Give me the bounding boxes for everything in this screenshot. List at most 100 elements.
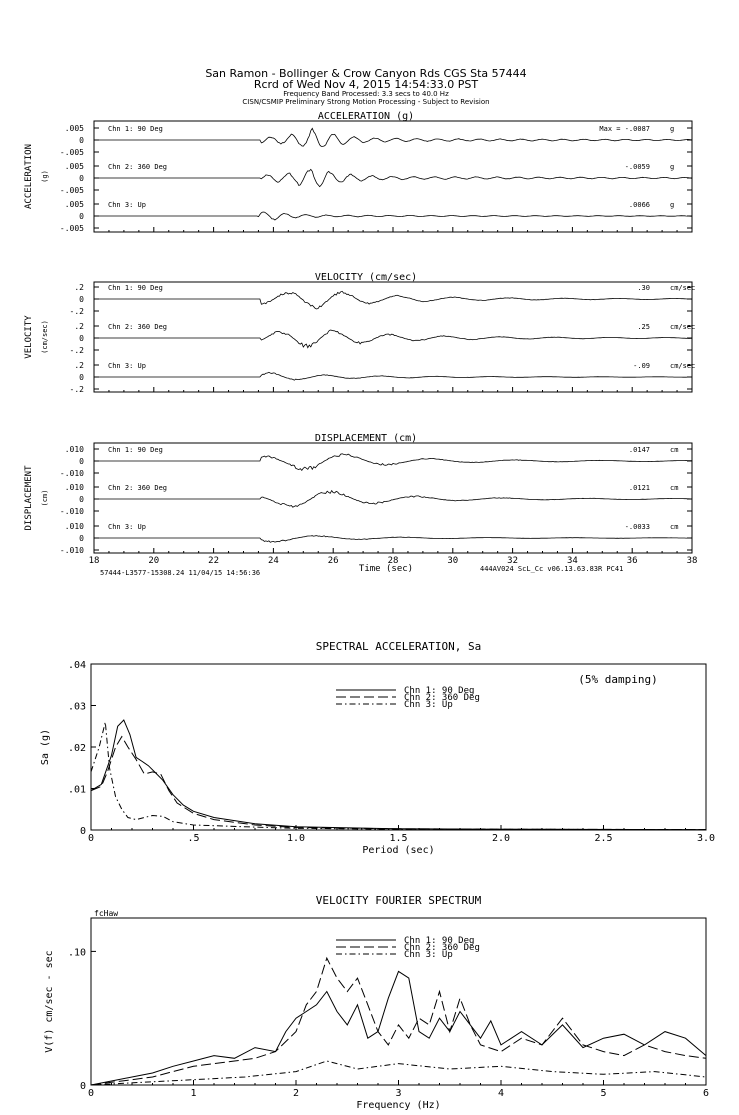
y-tick-label: -.005 <box>60 148 84 157</box>
y-tick-label: -.010 <box>60 469 84 478</box>
time-tick-label: 36 <box>627 556 638 566</box>
x-axis-label: Period (sec) <box>362 845 434 856</box>
y-tick-label: -.2 <box>70 385 85 394</box>
y-tick-label: .005 <box>65 200 84 209</box>
peak-value: .0066 <box>629 201 650 209</box>
channel-label: Chn 3: Up <box>108 523 146 531</box>
annotation: fcHaw <box>94 909 118 918</box>
peak-unit: cm/sec <box>670 284 695 292</box>
processing-note: CISN/CSMIP Preliminary Strong Motion Pro… <box>242 98 489 106</box>
waveform-trace <box>94 127 693 147</box>
peak-unit: cm/sec <box>670 323 695 331</box>
chart-title: SPECTRAL ACCELERATION, Sa <box>316 640 482 653</box>
series-line-0 <box>90 970 707 1086</box>
legend-label: Chn 2: 360 Deg <box>404 693 480 703</box>
y-tick-label: 0 <box>79 136 84 145</box>
legend-label: Chn 3: Up <box>404 700 453 710</box>
x-tick-label: 3 <box>395 1088 401 1099</box>
peak-unit: g <box>670 163 674 171</box>
y-tick-label: -.2 <box>70 307 85 316</box>
waveform-trace <box>94 371 692 381</box>
annotation: (5% damping) <box>578 673 657 686</box>
y-tick-label: -.010 <box>60 507 84 516</box>
legend-label: Chn 2: 360 Deg <box>404 943 480 953</box>
x-tick-label: 5 <box>600 1088 606 1099</box>
time-axis-label: Time (sec) <box>359 564 413 574</box>
time-tick-label: 28 <box>388 556 399 566</box>
peak-unit: g <box>670 125 674 133</box>
waveform-trace <box>94 211 692 221</box>
y-axis-label: Sa (g) <box>40 729 51 765</box>
series-line-0 <box>90 719 707 831</box>
x-tick-label: 0 <box>88 1088 94 1099</box>
x-tick-label: 2 <box>293 1088 299 1099</box>
panel-yunit: (cm) <box>41 490 49 507</box>
y-tick-label: 0 <box>79 174 84 183</box>
peak-unit: cm <box>670 523 678 531</box>
x-axis-label: Frequency (Hz) <box>356 1100 440 1111</box>
peak-value: -.09 <box>633 362 650 370</box>
time-tick-label: 26 <box>328 556 339 566</box>
time-series-panel-1: VELOCITY (cm/sec) VELOCITY (cm/sec) .2 0 -.2 C… <box>24 272 695 394</box>
peak-value: -.0059 <box>625 163 650 171</box>
time-tick-label: 18 <box>89 556 100 566</box>
time-tick-label: 32 <box>507 556 518 566</box>
x-tick-label: 1 <box>190 1088 196 1099</box>
panel-title: ACCELERATION (g) <box>318 111 414 122</box>
panel-frame <box>93 442 693 554</box>
y-tick-label: 0 <box>79 373 84 382</box>
peak-value: .30 <box>637 284 650 292</box>
y-tick-label: .10 <box>68 947 86 958</box>
waveform-trace <box>94 290 693 310</box>
y-tick-label: -.005 <box>60 224 84 233</box>
panel-frame <box>93 281 693 393</box>
y-tick-label: .04 <box>68 660 86 671</box>
panel-yunit: (g) <box>41 170 49 183</box>
channel-label: Chn 3: Up <box>108 201 146 209</box>
peak-value: .0147 <box>629 446 650 454</box>
x-tick-label: 6 <box>703 1088 709 1099</box>
series-line-1 <box>90 956 707 1086</box>
station-title: San Ramon - Bollinger & Crow Canyon Rds … <box>205 67 526 80</box>
peak-unit: cm/sec <box>670 362 695 370</box>
legend-label: Chn 1: 90 Deg <box>404 686 474 696</box>
waveform-trace <box>94 535 692 543</box>
panel-ylabel: DISPLACEMENT <box>24 465 34 531</box>
x-tick-label: 3.0 <box>697 833 715 844</box>
y-tick-label: 0 <box>80 826 86 837</box>
y-tick-label: -.010 <box>60 546 84 555</box>
y-axis-label: V(f) cm/sec - sec <box>44 950 55 1052</box>
panel-title: DISPLACEMENT (cm) <box>315 433 417 444</box>
time-tick-label: 22 <box>208 556 219 566</box>
legend-label: Chn 3: Up <box>404 950 453 960</box>
time-tick-label: 20 <box>148 556 159 566</box>
footer-left: 57444-L3577-15308.24 11/04/15 14:56:36 <box>100 569 260 577</box>
record-date: Rcrd of Wed Nov 4, 2015 14:54:33.0 PST <box>254 78 479 91</box>
panel-ylabel: ACCELERATION <box>24 144 34 209</box>
panel-ylabel: VELOCITY <box>24 315 34 359</box>
y-tick-label: .2 <box>74 361 84 370</box>
peak-value: Max = -.0087 <box>599 125 650 133</box>
x-tick-label: 1.0 <box>287 833 305 844</box>
y-tick-label: 0 <box>79 212 84 221</box>
time-tick-label: 38 <box>687 556 698 566</box>
fourier-spectrum-chart: VELOCITY FOURIER SPECTRUM Frequency (Hz) V… <box>44 894 709 1111</box>
y-tick-label: .02 <box>68 743 86 754</box>
y-tick-label: -.005 <box>60 186 84 195</box>
y-tick-label: .03 <box>68 702 86 713</box>
y-tick-label: 0 <box>80 1081 86 1092</box>
y-tick-label: .005 <box>65 162 84 171</box>
x-tick-label: 1.5 <box>389 833 407 844</box>
y-tick-label: .005 <box>65 124 84 133</box>
waveform-trace <box>94 453 693 472</box>
y-tick-label: .01 <box>68 785 86 796</box>
panel-title: VELOCITY (cm/sec) <box>315 272 417 283</box>
panel-yunit: (cm/sec) <box>41 320 49 354</box>
y-tick-label: 0 <box>79 334 84 343</box>
y-tick-label: -.2 <box>70 346 85 355</box>
time-tick-label: 34 <box>567 556 578 566</box>
y-tick-label: 0 <box>79 295 84 304</box>
x-tick-label: 0 <box>88 833 94 844</box>
